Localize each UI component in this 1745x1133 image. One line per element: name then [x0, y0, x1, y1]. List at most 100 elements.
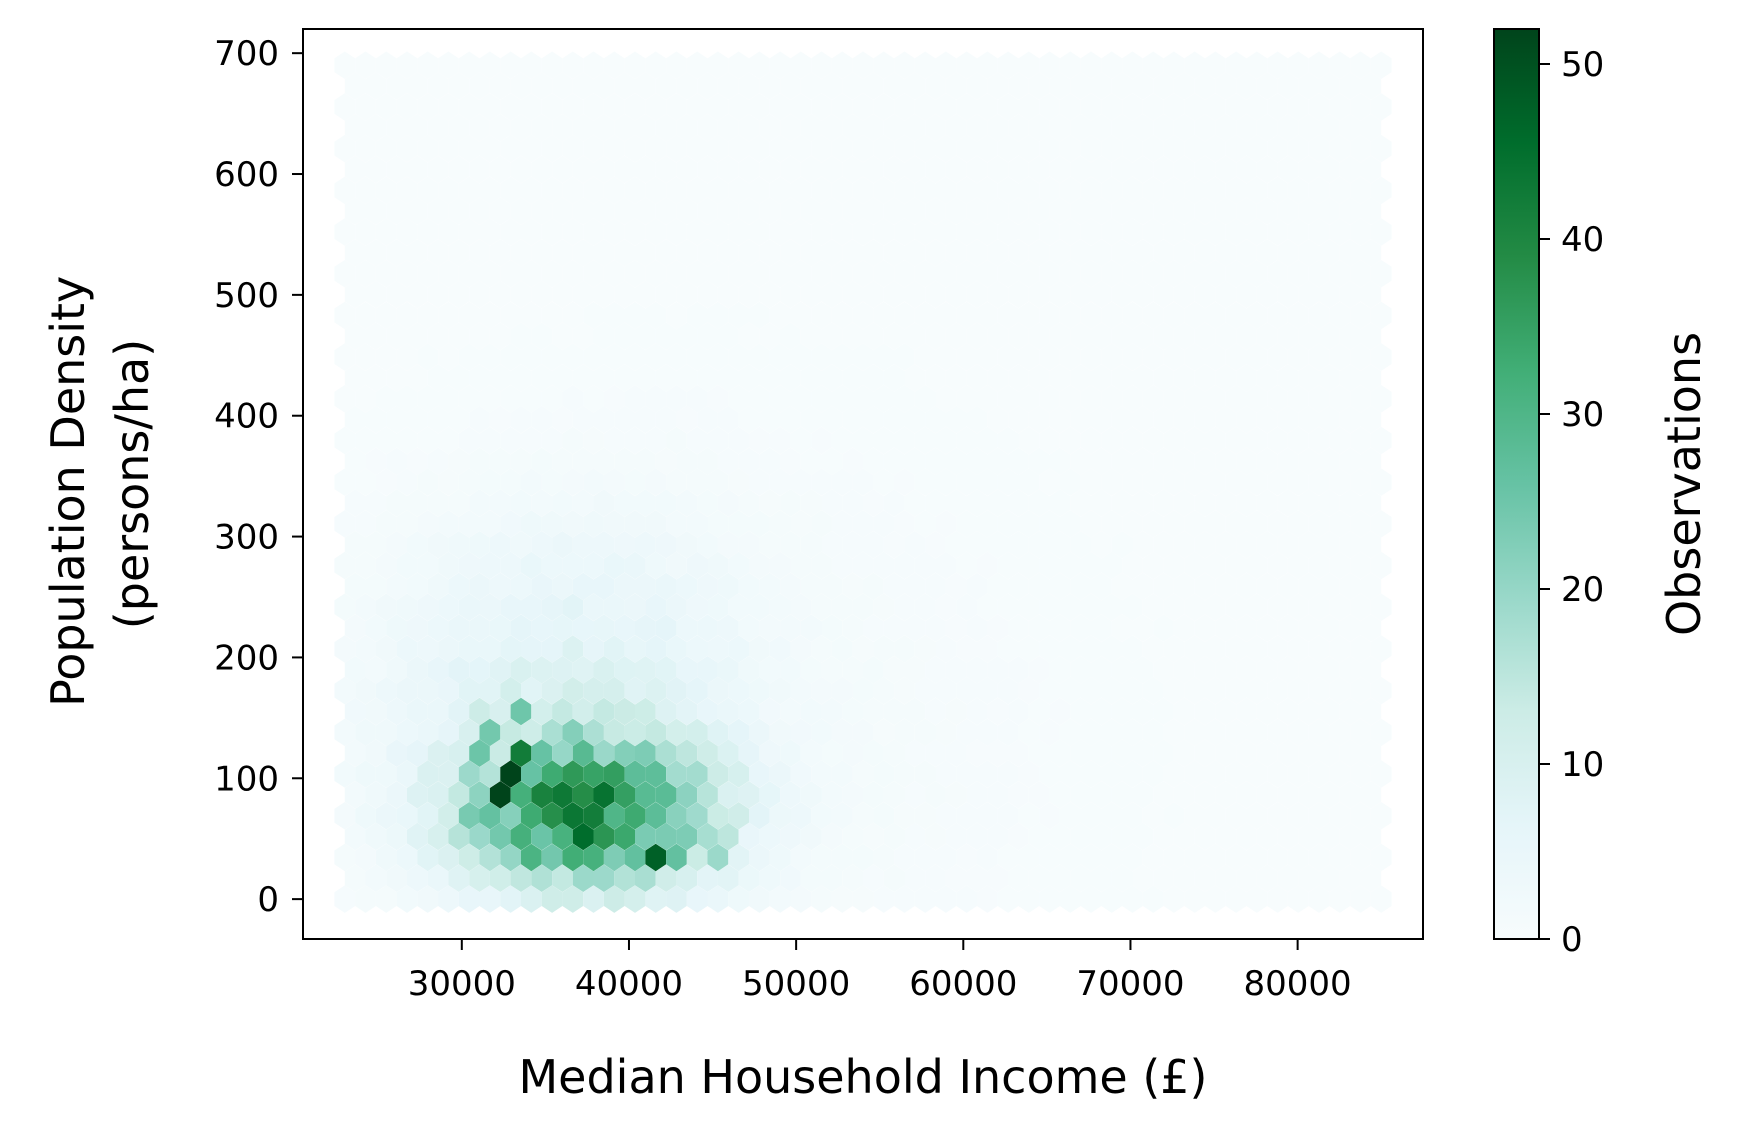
- hex-cell: [1111, 239, 1133, 267]
- hex-cell: [583, 93, 604, 121]
- hex-cell: [769, 718, 791, 747]
- hex-cell: [1091, 739, 1112, 767]
- hex-cell: [1194, 72, 1216, 100]
- hex-cell: [1205, 301, 1226, 330]
- hex-cell: [365, 572, 387, 601]
- hex-cell: [749, 51, 770, 79]
- hex-cell: [344, 781, 366, 809]
- hex-cell: [728, 802, 749, 830]
- hex-cell: [1184, 510, 1205, 538]
- hex-cell: [593, 280, 615, 309]
- hex-cell: [614, 405, 635, 434]
- hex-cell: [894, 385, 915, 413]
- hex-cell: [1360, 280, 1382, 309]
- hex-cell: [1142, 802, 1164, 830]
- hex-cell: [375, 802, 397, 830]
- hex-cell: [1205, 134, 1226, 163]
- hex-cell: [966, 155, 988, 184]
- hex-cell: [1173, 531, 1195, 559]
- hex-cell: [883, 72, 905, 100]
- hex-cell: [541, 385, 563, 413]
- hex-cell: [1059, 385, 1081, 413]
- hex-cell: [1070, 739, 1091, 767]
- hex-cell: [417, 260, 439, 288]
- hex-cell: [593, 322, 615, 350]
- hex-cell: [1350, 343, 1371, 371]
- hex-cell: [603, 676, 625, 705]
- hex-cell: [1329, 93, 1351, 121]
- hex-cell: [458, 468, 480, 496]
- hex-cell: [583, 468, 604, 496]
- hex-cell: [697, 197, 718, 225]
- hex-cell: [1039, 676, 1060, 705]
- hex-cell: [831, 843, 853, 872]
- hex-cell: [510, 572, 532, 601]
- hex-cell: [396, 426, 418, 455]
- hex-cell: [811, 218, 832, 246]
- hex-cell: [510, 155, 532, 184]
- hex-cell: [717, 405, 739, 434]
- hex-cell: [572, 72, 594, 100]
- hex-cell: [438, 760, 459, 788]
- hex-cell: [1256, 739, 1278, 767]
- hex-cell: [904, 155, 926, 184]
- hex-cell: [1039, 343, 1060, 371]
- hex-cell: [686, 802, 708, 830]
- hex-cell: [1163, 260, 1185, 288]
- hex-cell: [707, 760, 729, 788]
- hex-cell: [800, 364, 822, 392]
- hex-cell: [1370, 260, 1392, 288]
- hex-cell: [427, 614, 449, 642]
- hex-cell: [635, 280, 656, 309]
- hex-cell: [635, 197, 656, 225]
- hex-cell: [1246, 843, 1268, 872]
- hex-cell: [1018, 635, 1040, 663]
- hex-cell: [977, 301, 998, 330]
- hex-cell: [417, 301, 439, 330]
- hex-cell: [603, 176, 625, 205]
- hex-cell: [1184, 301, 1205, 330]
- hex-cell: [956, 343, 977, 371]
- hex-cell: [500, 510, 521, 538]
- hex-cell: [676, 489, 698, 517]
- hex-cell: [1163, 593, 1185, 621]
- hex-cell: [1370, 301, 1392, 330]
- hex-cell: [531, 364, 553, 392]
- hex-cell: [1028, 614, 1050, 642]
- hex-cell: [1246, 343, 1268, 371]
- hex-cell: [396, 885, 418, 913]
- hex-cell: [448, 614, 470, 642]
- hex-cell: [635, 822, 656, 851]
- hex-cell: [593, 697, 615, 726]
- hex-cell: [1059, 51, 1081, 79]
- hex-cell: [344, 572, 366, 601]
- hex-cell: [863, 197, 884, 225]
- hex-cell: [1246, 802, 1268, 830]
- hex-cell: [759, 447, 781, 476]
- hex-cell: [469, 489, 490, 517]
- hex-cell: [1132, 280, 1154, 309]
- hex-cell: [842, 405, 863, 434]
- hex-cell: [707, 635, 729, 663]
- hex-cell: [925, 155, 946, 184]
- hex-cell: [448, 197, 470, 225]
- hex-cell: [552, 822, 573, 851]
- hex-cell: [635, 781, 656, 809]
- hex-cell: [821, 822, 843, 851]
- hex-cell: [894, 343, 915, 371]
- hex-cell: [852, 343, 874, 371]
- hex-cell: [1194, 739, 1216, 767]
- hex-cell: [790, 510, 812, 538]
- hex-cell: [1194, 614, 1216, 642]
- hex-cell: [510, 614, 532, 642]
- hex-cell: [1319, 364, 1340, 392]
- hex-cell: [811, 343, 832, 371]
- hex-cell: [572, 697, 594, 726]
- hex-cell: [925, 239, 946, 267]
- hex-cell: [1205, 885, 1226, 913]
- hex-cell: [1018, 676, 1040, 705]
- hex-cell: [1142, 468, 1164, 496]
- hex-cell: [1111, 280, 1133, 309]
- hex-cell: [1360, 614, 1382, 642]
- hex-cell: [1122, 426, 1143, 455]
